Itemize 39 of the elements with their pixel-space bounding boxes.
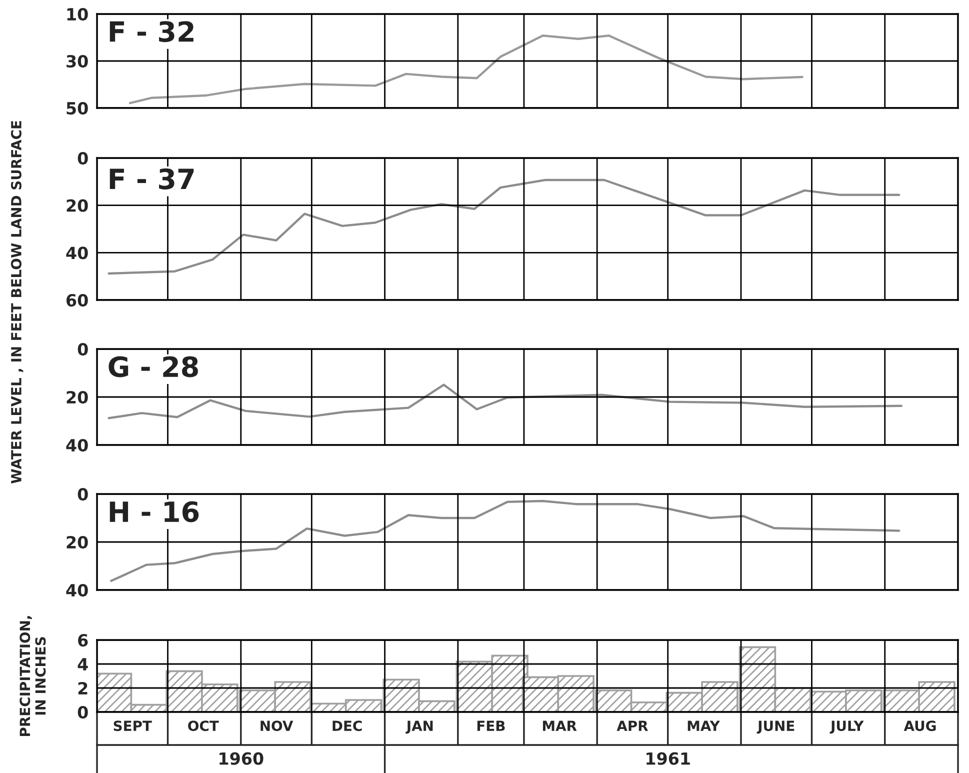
y-tick-label: 40 xyxy=(66,246,88,260)
x2-tick-label: 1960 xyxy=(220,752,264,765)
y-tick-label: 0 xyxy=(78,488,88,501)
x-tick-label: DEC xyxy=(332,720,362,732)
x-tick-label: APR xyxy=(616,720,648,731)
y-tick-label: 20 xyxy=(66,199,88,212)
y-tick-label: 6 xyxy=(78,634,88,647)
y-tick-label: 0 xyxy=(78,152,88,165)
y-axis-title: WATER LEVEL , IN FEET BELOW LAND SURFACE xyxy=(10,121,24,484)
x-tick-label: MAR xyxy=(542,720,577,731)
y-tick-label: 4 xyxy=(78,658,88,670)
y-axis-title: PRECIPITATION, IN INCHES xyxy=(20,616,46,736)
y-tick-label: 40 xyxy=(66,438,88,452)
y-tick-label: 2 xyxy=(78,682,88,694)
x-tick-label: JULY xyxy=(830,720,864,734)
line-series xyxy=(108,384,902,420)
y-tick-label: 50 xyxy=(66,102,88,115)
y-tick-label: 20 xyxy=(66,536,88,549)
x-tick-label: AUG xyxy=(904,720,936,732)
x-tick-label: JAN xyxy=(406,720,433,734)
y-tick-label: 0 xyxy=(78,706,88,719)
x-tick-label: NOV xyxy=(260,720,294,732)
chart-title: G - 28 xyxy=(108,356,198,378)
y-tick-label: 0 xyxy=(78,342,88,356)
x-tick-label: FEB xyxy=(477,720,505,731)
chart-title: H - 16 xyxy=(110,501,199,522)
x2-tick-label: 1961 xyxy=(646,752,690,765)
y-tick-label: 10 xyxy=(67,8,88,21)
y-tick-label: 60 xyxy=(66,294,88,307)
x-tick-label: SEPT xyxy=(114,720,152,732)
y-tick-label: 30 xyxy=(66,54,88,68)
y-tick-label: 20 xyxy=(66,390,88,404)
x-tick-label: OCT xyxy=(188,720,219,732)
line-series xyxy=(110,500,900,582)
x-tick-label: JUNE xyxy=(756,720,794,734)
x-tick-label: MAY xyxy=(688,720,720,731)
y-tick-label: 40 xyxy=(66,584,88,597)
chart-title: F - 37 xyxy=(110,168,194,190)
chart-title: F - 32 xyxy=(110,21,194,42)
